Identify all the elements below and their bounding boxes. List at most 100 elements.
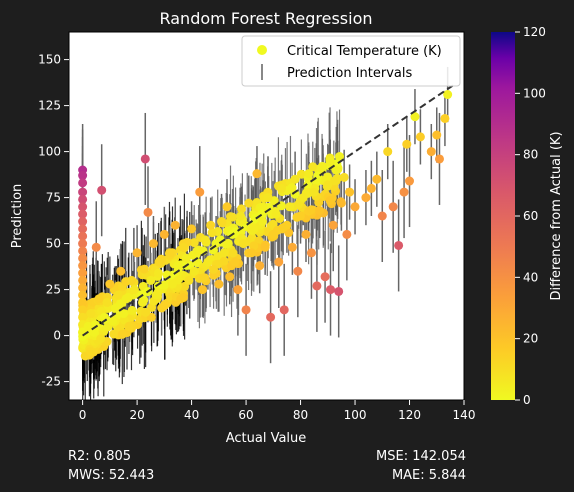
- data-point: [78, 217, 88, 227]
- identity-reference-line: [82, 84, 454, 337]
- legend-box: [241, 35, 461, 87]
- data-point: [97, 185, 107, 195]
- data-point: [434, 154, 444, 164]
- data-point: [320, 272, 330, 282]
- data-point: [238, 239, 248, 249]
- data-point: [78, 224, 88, 234]
- data-point: [157, 303, 167, 313]
- data-point: [306, 205, 316, 215]
- data-point: [118, 309, 128, 319]
- data-point: [78, 178, 88, 188]
- data-point: [78, 194, 88, 204]
- legend-label-prediction-intervals: Prediction Intervals: [287, 66, 412, 81]
- x-tick-label: 140: [453, 408, 476, 422]
- data-point: [225, 272, 235, 282]
- colorbar-tick-label: 20: [523, 332, 538, 346]
- y-tick-label: 100: [38, 145, 61, 159]
- data-point: [241, 305, 251, 315]
- data-point: [78, 202, 88, 212]
- data-point: [249, 224, 259, 234]
- x-axis: 0 20 40 60 80 100 120 140: [79, 400, 476, 422]
- data-point: [78, 290, 88, 300]
- colorbar-tick-label: 80: [523, 148, 538, 162]
- legend-label-critical-temperature: Critical Temperature (K): [287, 44, 442, 59]
- data-point: [258, 202, 268, 212]
- data-point: [323, 180, 333, 190]
- data-point: [410, 112, 420, 122]
- x-tick-label: 120: [398, 408, 421, 422]
- data-point: [159, 229, 169, 239]
- data-point: [233, 285, 243, 295]
- data-point: [317, 161, 327, 171]
- data-point: [203, 257, 213, 267]
- y-tick-label: 50: [46, 237, 61, 251]
- data-point: [78, 231, 88, 241]
- data-point: [200, 235, 210, 245]
- data-point: [219, 256, 229, 266]
- x-tick-label: 20: [129, 408, 144, 422]
- data-point: [296, 211, 306, 221]
- data-point: [331, 165, 341, 175]
- data-point: [219, 248, 229, 258]
- legend: Critical Temperature (K) Prediction Inte…: [241, 35, 461, 87]
- y-tick-label: 150: [38, 53, 61, 67]
- data-point: [440, 113, 450, 123]
- data-point: [222, 202, 232, 212]
- data-point: [170, 220, 180, 230]
- data-point: [366, 183, 376, 193]
- data-point: [217, 217, 227, 227]
- data-point: [108, 316, 118, 326]
- data-point: [301, 229, 311, 239]
- data-point: [139, 264, 149, 274]
- data-point: [78, 297, 88, 307]
- data-point: [78, 283, 88, 293]
- data-point: [335, 152, 345, 162]
- data-point: [247, 248, 257, 258]
- data-point: [116, 266, 126, 276]
- data-point: [399, 187, 409, 197]
- data-point: [176, 294, 186, 304]
- y-tick-label: 75: [46, 191, 61, 205]
- data-point: [257, 217, 267, 227]
- data-point: [249, 241, 259, 251]
- data-point: [298, 193, 308, 203]
- data-point: [195, 187, 205, 197]
- data-point: [127, 305, 137, 315]
- data-point: [148, 239, 158, 249]
- data-point: [372, 174, 382, 184]
- data-point: [361, 193, 371, 203]
- data-point: [274, 257, 284, 267]
- colorbar: [491, 32, 515, 400]
- data-point: [394, 240, 404, 250]
- data-point: [110, 303, 120, 313]
- data-point: [388, 202, 398, 212]
- data-point: [184, 275, 194, 285]
- data-point: [443, 90, 453, 100]
- data-point: [268, 229, 278, 239]
- data-point: [117, 329, 127, 339]
- data-point: [78, 239, 88, 249]
- y-tick-label: 25: [46, 283, 61, 297]
- data-point: [342, 229, 352, 239]
- data-point: [129, 285, 139, 295]
- data-point: [124, 321, 134, 331]
- data-point: [189, 238, 199, 248]
- data-point: [78, 253, 88, 263]
- data-point: [91, 242, 101, 252]
- data-point: [306, 248, 316, 258]
- data-point: [206, 220, 216, 230]
- data-point: [89, 327, 99, 337]
- data-point: [86, 346, 96, 356]
- chart: Random Forest Regression 0 20 40 60 80 100 120…: [10, 9, 564, 446]
- data-points: [78, 90, 453, 361]
- x-tick-label: 80: [293, 408, 308, 422]
- data-point: [315, 205, 325, 215]
- data-point: [308, 162, 318, 172]
- data-point: [426, 147, 436, 157]
- data-point: [187, 224, 197, 234]
- data-point: [290, 174, 300, 184]
- y-axis: -25 0 25 50 75 100 125 150: [38, 53, 69, 389]
- data-point: [236, 211, 246, 221]
- data-point: [173, 261, 183, 271]
- data-point: [127, 275, 137, 285]
